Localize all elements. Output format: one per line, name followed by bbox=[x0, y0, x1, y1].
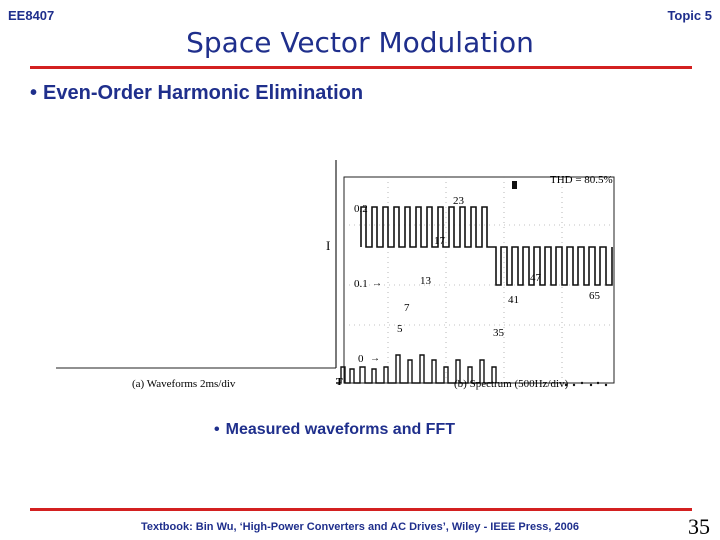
y-tick-0-1: 0.1 bbox=[354, 278, 368, 290]
arrow-0: → bbox=[370, 353, 380, 364]
sub-bullet: • Measured waveforms and FFT bbox=[214, 421, 455, 439]
main-bullet: • Even-Order Harmonic Elimination bbox=[30, 82, 363, 105]
pwm-waveform-upper bbox=[360, 206, 613, 286]
slide-title: Space Vector Modulation bbox=[186, 26, 534, 59]
spectrum-dots bbox=[564, 381, 608, 387]
bottom-divider bbox=[30, 508, 692, 511]
channel-marker: T bbox=[336, 377, 343, 388]
y-tick-0: 0 bbox=[358, 353, 364, 365]
current-axis-label: I bbox=[326, 238, 330, 253]
waveform-spectrum-figure: I T THD = 80.5% 0.2 0.1 0 → → 23 17 13 4… bbox=[56, 160, 615, 390]
harmonic-35: 35 bbox=[493, 327, 505, 339]
main-bullet-text: Even-Order Harmonic Elimination bbox=[43, 82, 364, 104]
harmonic-23: 23 bbox=[453, 195, 465, 207]
harmonic-7: 7 bbox=[404, 302, 410, 314]
harmonic-65: 65 bbox=[589, 290, 601, 302]
page-number: 35 bbox=[688, 514, 710, 539]
spectrum-grid bbox=[344, 177, 614, 383]
harmonic-13: 13 bbox=[420, 275, 432, 287]
spectrum-caption: (b) Spectrum (500Hz/div) bbox=[454, 378, 569, 390]
top-divider bbox=[30, 66, 692, 69]
harmonic-41: 41 bbox=[508, 294, 519, 306]
harmonic-47: 47 bbox=[530, 272, 542, 284]
y-tick-0-2: 0.2 bbox=[354, 203, 368, 215]
harmonic-5: 5 bbox=[397, 323, 403, 335]
waveform-caption: (a) Waveforms 2ms/div bbox=[132, 378, 236, 390]
harmonic-17: 17 bbox=[434, 235, 446, 247]
cursor-marker-top bbox=[512, 181, 517, 189]
sub-bullet-icon: • bbox=[214, 421, 220, 438]
sub-bullet-text: Measured waveforms and FFT bbox=[225, 421, 455, 438]
arrow-0-1: → bbox=[372, 278, 382, 289]
pwm-waveform-lower bbox=[336, 354, 497, 384]
bullet-icon: • bbox=[30, 82, 38, 104]
thd-label: THD = 80.5% bbox=[550, 174, 613, 186]
topic-label: Topic 5 bbox=[667, 8, 712, 23]
textbook-footer: Textbook: Bin Wu, ‘High-Power Converters… bbox=[141, 521, 579, 533]
course-code: EE8407 bbox=[8, 8, 55, 23]
